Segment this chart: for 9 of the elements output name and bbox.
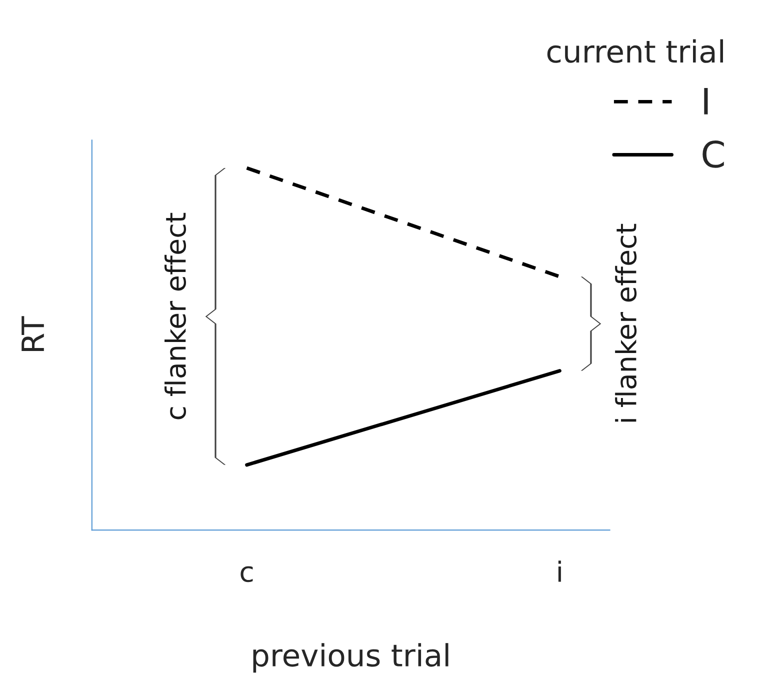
legend-label: C — [702, 140, 724, 168]
annotation: c flanker effect — [164, 212, 186, 420]
x-tick-label: c — [240, 566, 253, 582]
y-axis-title: RT — [22, 316, 44, 351]
legend-title: current trial — [547, 39, 723, 63]
legend-label: I — [704, 88, 708, 114]
x-axis-title: previous trial — [253, 643, 448, 673]
x-tick-label: i — [558, 560, 561, 582]
text: i flanker effect — [615, 224, 637, 422]
